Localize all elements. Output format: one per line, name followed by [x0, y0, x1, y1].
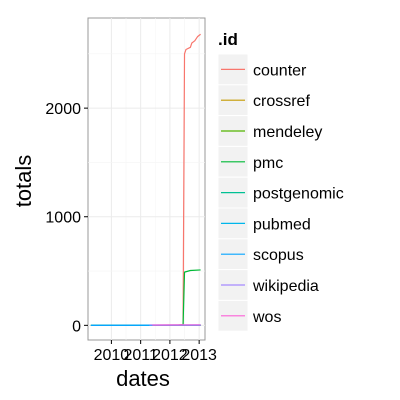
legend-label-mendeley: mendeley	[253, 124, 322, 141]
legend-label-crossref: crossref	[253, 93, 310, 110]
y-axis-title: totals	[11, 155, 36, 208]
plot-panel	[87, 17, 206, 341]
legend-label-pmc: pmc	[253, 155, 283, 172]
x-tick-label: 2011	[123, 347, 158, 364]
legend-label-scopus: scopus	[253, 247, 304, 264]
legend-label-wos: wos	[252, 309, 281, 326]
y-axis: 0 1000 2000	[45, 101, 88, 335]
x-axis-title: dates	[116, 366, 170, 391]
legend-label-pubmed: pubmed	[253, 216, 311, 233]
y-tick-label: 1000	[45, 210, 81, 227]
y-tick-label: 0	[72, 318, 81, 335]
legend-label-counter: counter	[253, 62, 307, 79]
x-tick-label: 2013	[181, 347, 217, 364]
y-tick-label: 2000	[45, 101, 81, 118]
x-tick-label: 2010	[94, 347, 130, 364]
legend: .id counter crossref mendeley pmc postgenomi…	[217, 30, 344, 332]
x-tick-label: 2012	[152, 347, 188, 364]
legend-title: .id	[218, 30, 238, 49]
legend-label-wikipedia: wikipedia	[252, 278, 319, 295]
legend-label-postgenomic: postgenomic	[253, 186, 344, 203]
series-layer	[90, 33, 201, 326]
